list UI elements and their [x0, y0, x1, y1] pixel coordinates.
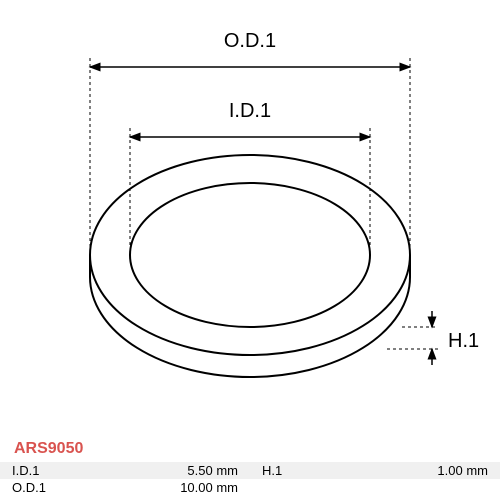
label-od1: O.D.1 — [224, 30, 276, 53]
cell-value: 10.00 mm — [80, 480, 250, 495]
table-row: O.D.110.00 mm — [0, 479, 500, 496]
label-h1: H.1 — [448, 330, 479, 353]
cell-label: H.1 — [250, 463, 330, 478]
cell-value: 5.50 mm — [80, 463, 250, 478]
part-number: ARS9050 — [14, 440, 83, 458]
label-id1: I.D.1 — [229, 100, 271, 123]
spec-table: I.D.15.50 mmH.11.00 mmO.D.110.00 mm — [0, 462, 500, 496]
cell-label: O.D.1 — [0, 480, 80, 495]
cell-label: I.D.1 — [0, 463, 80, 478]
cell-value: 1.00 mm — [330, 463, 500, 478]
table-row: I.D.15.50 mmH.11.00 mm — [0, 462, 500, 479]
